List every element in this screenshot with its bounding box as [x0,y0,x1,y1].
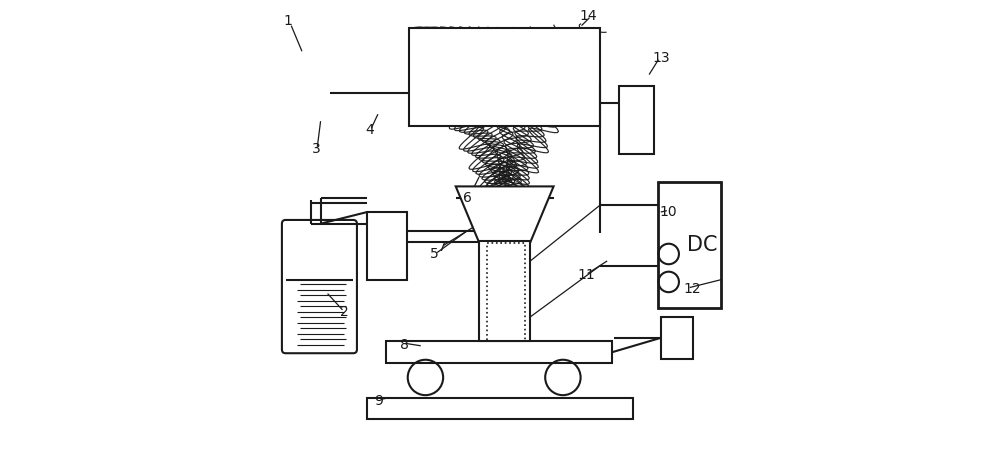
Text: 8: 8 [400,338,409,352]
Text: 7: 7 [437,240,446,254]
FancyBboxPatch shape [282,220,357,353]
Bar [409,28,600,126]
Text: 11: 11 [577,268,595,282]
Text: 4: 4 [365,123,374,137]
Bar [367,398,633,419]
Text: 3: 3 [312,142,320,156]
Bar [661,317,693,359]
Text: 12: 12 [683,282,701,296]
Polygon shape [456,186,554,242]
Text: 10: 10 [660,205,678,219]
Text: 1: 1 [284,14,292,28]
Text: 6: 6 [463,191,472,205]
Text: 14: 14 [580,9,597,23]
Bar [619,86,654,154]
Text: 5: 5 [430,247,439,261]
Bar [658,182,721,308]
Text: DC: DC [687,235,717,254]
Bar [386,341,612,363]
Bar [367,212,407,280]
Bar [479,241,530,341]
Text: 2: 2 [340,305,349,319]
Text: 13: 13 [652,51,670,65]
Text: 9: 9 [374,394,383,408]
